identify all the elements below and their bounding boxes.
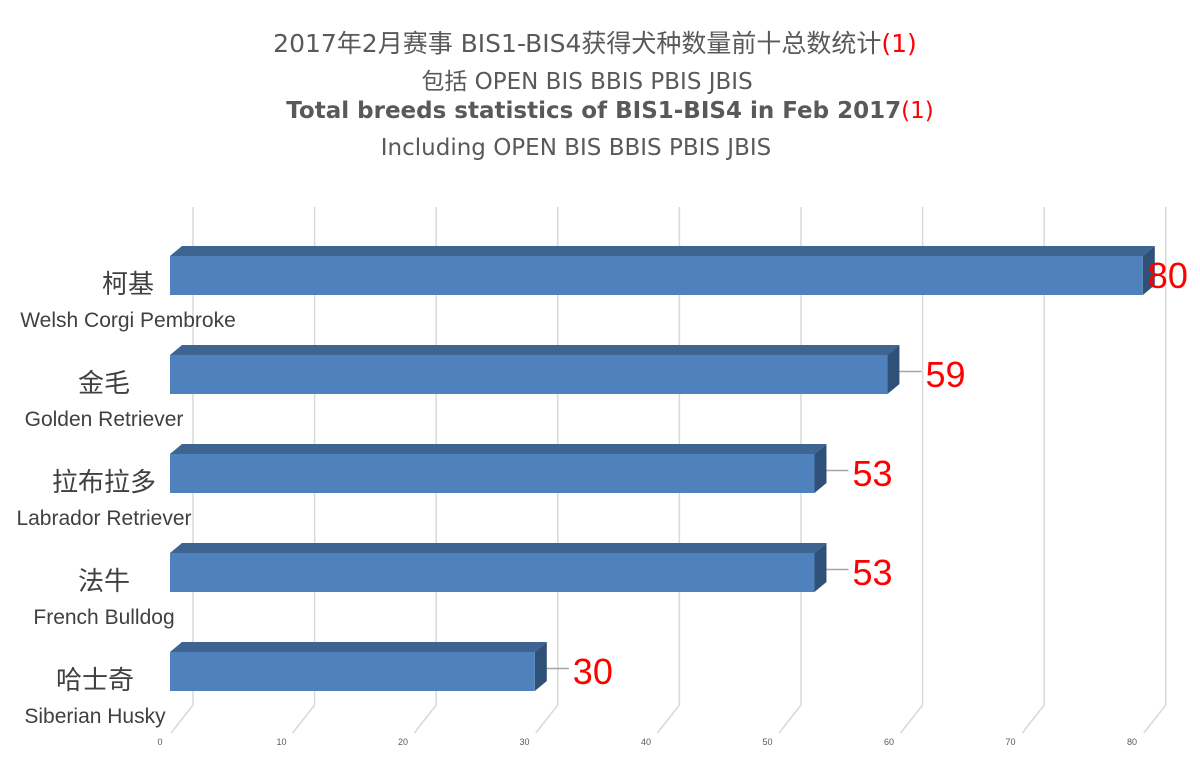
category-label-cn: 法牛 bbox=[77, 567, 130, 597]
category-label-en: Golden Retriever bbox=[24, 408, 184, 431]
floor-gridline bbox=[535, 704, 559, 734]
x-tick-label: 50 bbox=[762, 737, 773, 747]
category-label-en: Welsh Corgi Pembroke bbox=[20, 309, 236, 332]
category-label: 柯基 Welsh Corgi Pembroke bbox=[0, 264, 258, 333]
bar-top-face bbox=[170, 642, 547, 652]
x-tick-label: 70 bbox=[1005, 737, 1016, 747]
floor-gridline bbox=[656, 704, 680, 734]
floor-gridline bbox=[1021, 704, 1045, 734]
bar-side-face bbox=[814, 444, 827, 493]
chart-title-cn: 2017年2月赛事 BIS1-BIS4获得犬种数量前十总数统计(1) bbox=[0, 24, 1195, 60]
bar-front-face bbox=[170, 652, 535, 691]
category-label-cn: 金毛 bbox=[77, 369, 130, 399]
category-label-cn: 拉布拉多 bbox=[51, 468, 156, 498]
x-tick-label: 60 bbox=[883, 737, 895, 747]
bar-top-face bbox=[170, 444, 827, 454]
bar-front-face bbox=[170, 355, 888, 394]
data-label: 53 bbox=[852, 453, 893, 494]
bar-front-face bbox=[170, 553, 815, 592]
floor-gridline bbox=[900, 704, 924, 734]
category-label-cn: 柯基 bbox=[101, 270, 154, 300]
title-en-footnote: (1) bbox=[901, 98, 934, 124]
bar-top-face bbox=[170, 246, 1155, 256]
bar-side-face bbox=[887, 345, 900, 394]
bar-side-face bbox=[1142, 246, 1155, 295]
chart-title-en: Total breeds statistics of BIS1-BIS4 in … bbox=[10, 98, 1200, 124]
x-tick-label: 0 bbox=[157, 737, 163, 747]
category-label-en: Labrador Retriever bbox=[16, 507, 192, 530]
bar-side-face bbox=[814, 543, 827, 592]
category-label: 金毛 Golden Retriever bbox=[0, 363, 234, 432]
category-label-en: French Bulldog bbox=[33, 606, 175, 629]
category-label: 哈士奇 Siberian Husky bbox=[0, 660, 225, 729]
title-en-text: Total breeds statistics of BIS1-BIS4 in … bbox=[286, 98, 902, 124]
x-tick-label: 80 bbox=[1126, 737, 1138, 747]
floor-gridline bbox=[413, 704, 437, 734]
x-tick-label: 40 bbox=[640, 737, 652, 747]
x-tick-label: 30 bbox=[519, 737, 530, 747]
category-label: 拉布拉多 Labrador Retriever bbox=[0, 462, 234, 531]
floor-gridline bbox=[292, 704, 316, 734]
category-label-cn: 哈士奇 bbox=[55, 666, 134, 696]
title-cn-text: 2017年2月赛事 BIS1-BIS4获得犬种数量前十总数统计 bbox=[273, 29, 882, 58]
category-label-en: Siberian Husky bbox=[24, 705, 166, 728]
chart-subtitle-cn: 包括 OPEN BIS BBIS PBIS JBIS bbox=[421, 69, 753, 95]
bar-front-face bbox=[170, 256, 1143, 295]
data-label: 80 bbox=[1147, 255, 1188, 296]
bar-top-face bbox=[170, 345, 900, 355]
floor-gridline bbox=[778, 704, 802, 734]
floor-gridline bbox=[1143, 704, 1167, 734]
floor-gridline bbox=[170, 704, 194, 734]
data-label: 30 bbox=[572, 651, 613, 692]
chart-subtitle-en: Including OPEN BIS BBIS PBIS JBIS bbox=[380, 135, 772, 161]
x-tick-label: 20 bbox=[397, 737, 409, 747]
title-cn-footnote: (1) bbox=[881, 29, 917, 58]
bar-top-face bbox=[170, 543, 827, 553]
data-label: 59 bbox=[925, 354, 966, 395]
x-tick-label: 10 bbox=[276, 737, 287, 747]
category-label: 法牛 French Bulldog bbox=[0, 561, 234, 630]
bar-side-face bbox=[534, 642, 547, 691]
bar-front-face bbox=[170, 454, 815, 493]
data-label: 53 bbox=[852, 552, 893, 593]
